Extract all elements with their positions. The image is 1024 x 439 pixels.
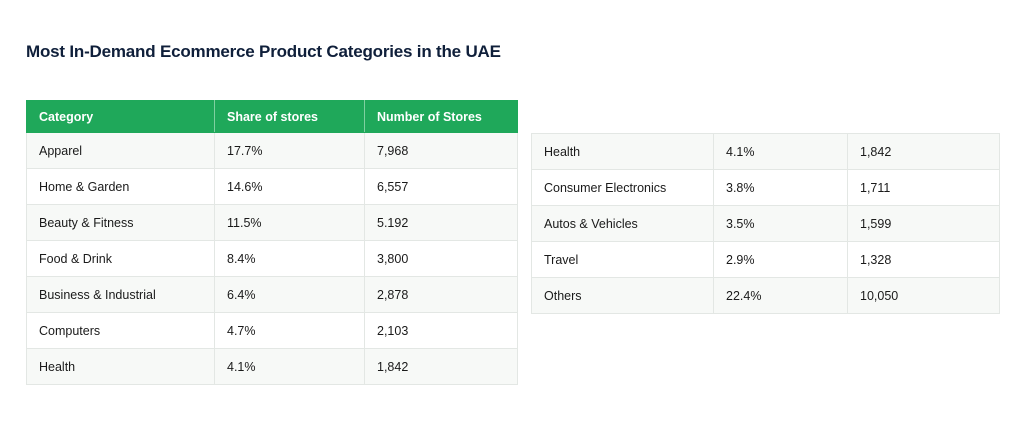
cell-number: 2,878 <box>364 276 518 313</box>
categories-table-left: Category Share of stores Number of Store… <box>26 100 518 385</box>
cell-number: 1,842 <box>364 348 518 385</box>
cell-number: 1,599 <box>847 205 1000 242</box>
cell-share: 14.6% <box>214 168 365 205</box>
cell-category: Computers <box>26 312 215 349</box>
table-row: Others 22.4% 10,050 <box>531 277 1000 314</box>
table-row: Apparel 17.7% 7,968 <box>26 132 518 169</box>
cell-number: 5.192 <box>364 204 518 241</box>
cell-share: 6.4% <box>214 276 365 313</box>
table-row: Home & Garden 14.6% 6,557 <box>26 168 518 205</box>
cell-category: Autos & Vehicles <box>531 205 714 242</box>
cell-number: 7,968 <box>364 132 518 169</box>
table-row: Business & Industrial 6.4% 2,878 <box>26 276 518 313</box>
table-row: Computers 4.7% 2,103 <box>26 312 518 349</box>
cell-number: 3,800 <box>364 240 518 277</box>
cell-share: 2.9% <box>713 241 848 278</box>
cell-category: Beauty & Fitness <box>26 204 215 241</box>
cell-category: Health <box>26 348 215 385</box>
cell-category: Travel <box>531 241 714 278</box>
cell-number: 10,050 <box>847 277 1000 314</box>
cell-share: 4.1% <box>713 133 848 170</box>
table-row: Food & Drink 8.4% 3,800 <box>26 240 518 277</box>
cell-share: 22.4% <box>713 277 848 314</box>
table-header-row: Category Share of stores Number of Store… <box>26 100 518 133</box>
cell-category: Consumer Electronics <box>531 169 714 206</box>
column-header-category: Category <box>26 100 215 133</box>
cell-share: 3.5% <box>713 205 848 242</box>
cell-share: 11.5% <box>214 204 365 241</box>
table-row: Consumer Electronics 3.8% 1,711 <box>531 169 1000 206</box>
table-row: Beauty & Fitness 11.5% 5.192 <box>26 204 518 241</box>
table-row: Travel 2.9% 1,328 <box>531 241 1000 278</box>
column-header-share: Share of stores <box>214 100 365 133</box>
cell-share: 3.8% <box>713 169 848 206</box>
cell-share: 4.7% <box>214 312 365 349</box>
categories-table-right: Health 4.1% 1,842 Consumer Electronics 3… <box>531 133 1000 314</box>
cell-share: 17.7% <box>214 132 365 169</box>
cell-category: Health <box>531 133 714 170</box>
table-row: Health 4.1% 1,842 <box>26 348 518 385</box>
cell-category: Apparel <box>26 132 215 169</box>
column-header-number: Number of Stores <box>364 100 518 133</box>
cell-category: Others <box>531 277 714 314</box>
cell-share: 8.4% <box>214 240 365 277</box>
cell-category: Business & Industrial <box>26 276 215 313</box>
cell-number: 1,711 <box>847 169 1000 206</box>
cell-number: 1,842 <box>847 133 1000 170</box>
cell-share: 4.1% <box>214 348 365 385</box>
table-row: Autos & Vehicles 3.5% 1,599 <box>531 205 1000 242</box>
cell-category: Food & Drink <box>26 240 215 277</box>
cell-category: Home & Garden <box>26 168 215 205</box>
cell-number: 2,103 <box>364 312 518 349</box>
cell-number: 1,328 <box>847 241 1000 278</box>
table-row: Health 4.1% 1,842 <box>531 133 1000 170</box>
page-title: Most In-Demand Ecommerce Product Categor… <box>26 42 501 61</box>
cell-number: 6,557 <box>364 168 518 205</box>
